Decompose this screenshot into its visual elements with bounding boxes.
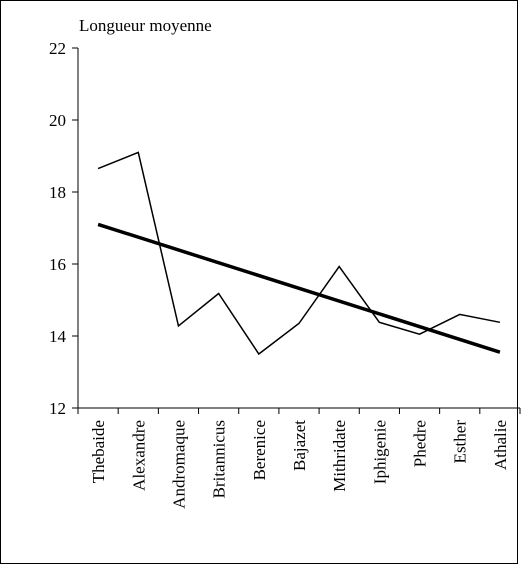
x-tick-label: Iphigenie — [370, 420, 389, 484]
y-tick-label: 12 — [49, 399, 66, 418]
x-tick-label: Athalie — [491, 420, 510, 470]
trend-line — [98, 224, 500, 352]
y-tick-label: 20 — [49, 111, 66, 130]
x-tick-label: Bajazet — [290, 420, 309, 471]
x-tick-label: Britannicus — [210, 420, 229, 498]
series-layer — [98, 152, 500, 354]
x-tick-label: Esther — [451, 420, 470, 464]
chart-title: Longueur moyenne — [79, 16, 212, 35]
x-axis-ticks: Thebaide Alexandre Andromaque Britannicus Be… — [78, 408, 520, 509]
x-tick-label: Alexandre — [129, 420, 148, 491]
y-tick-label: 18 — [49, 183, 66, 202]
x-tick-label: Phedre — [411, 420, 430, 467]
x-tick-label: Berenice — [250, 420, 269, 480]
y-tick-label: 14 — [49, 327, 67, 346]
x-tick-label: Andromaque — [169, 420, 188, 509]
series-line-longueur — [98, 152, 500, 354]
x-tick-label: Thebaide — [89, 420, 108, 483]
y-tick-label: 16 — [49, 255, 66, 274]
x-tick-label: Mithridate — [330, 420, 349, 492]
y-tick-label: 22 — [49, 39, 66, 58]
y-axis-ticks: 12 14 16 18 20 22 — [49, 39, 78, 418]
